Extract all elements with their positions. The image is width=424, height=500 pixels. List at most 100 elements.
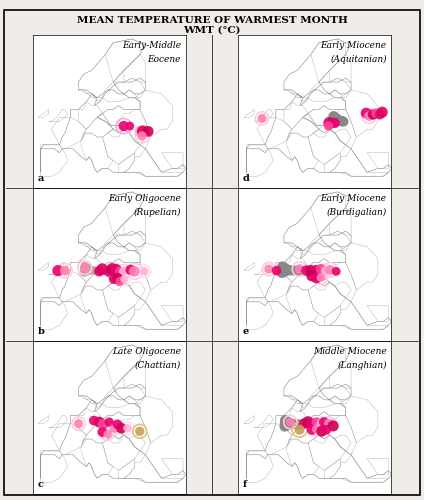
Polygon shape xyxy=(41,345,186,482)
Point xyxy=(105,268,112,276)
Text: Eocene: Eocene xyxy=(148,55,181,64)
Point xyxy=(287,418,294,426)
Point xyxy=(259,114,265,122)
Point xyxy=(96,268,103,276)
Point xyxy=(137,428,143,436)
Text: d: d xyxy=(243,174,250,184)
Text: e: e xyxy=(243,328,249,336)
Point xyxy=(118,424,125,432)
Point xyxy=(370,110,377,118)
Point xyxy=(120,122,127,130)
Point xyxy=(373,109,379,117)
Point xyxy=(127,266,134,274)
Point xyxy=(113,265,120,273)
Point xyxy=(75,420,82,428)
Text: Early-Middle: Early-Middle xyxy=(122,41,181,50)
Point xyxy=(325,122,332,130)
Point xyxy=(111,424,118,432)
Text: Late Oligocene: Late Oligocene xyxy=(112,347,181,356)
Point xyxy=(377,110,383,118)
Text: (Rupelian): (Rupelian) xyxy=(134,208,181,217)
Polygon shape xyxy=(206,364,236,376)
Polygon shape xyxy=(41,192,186,329)
Point xyxy=(124,424,131,432)
Text: a: a xyxy=(37,174,44,184)
Point xyxy=(322,266,329,274)
Point xyxy=(318,428,325,436)
Point xyxy=(114,274,121,282)
Point xyxy=(145,128,152,136)
Polygon shape xyxy=(206,58,236,70)
Point xyxy=(318,420,324,428)
Point xyxy=(313,266,320,274)
Point xyxy=(106,418,112,426)
Point xyxy=(313,425,320,433)
Point xyxy=(333,268,340,276)
Point xyxy=(111,424,118,432)
Polygon shape xyxy=(206,212,236,224)
Point xyxy=(322,266,329,274)
Point xyxy=(124,424,131,432)
Point xyxy=(301,420,307,428)
Polygon shape xyxy=(246,345,391,482)
Point xyxy=(318,420,324,428)
Point xyxy=(296,265,303,273)
Text: Middle Miocene: Middle Miocene xyxy=(313,347,387,356)
Point xyxy=(296,426,303,434)
Point xyxy=(104,430,111,438)
Point xyxy=(61,266,68,274)
Point xyxy=(99,265,106,273)
Point xyxy=(327,266,334,274)
Point xyxy=(313,425,320,433)
Point xyxy=(296,426,303,434)
Point xyxy=(81,264,88,272)
Point xyxy=(120,268,127,276)
Point xyxy=(379,108,385,116)
Point xyxy=(96,418,103,426)
Point xyxy=(117,268,123,276)
Text: (Chattian): (Chattian) xyxy=(135,361,181,370)
Point xyxy=(313,274,320,282)
Point xyxy=(117,278,123,285)
Point xyxy=(296,265,303,273)
Text: f: f xyxy=(243,480,247,490)
Text: WMT (°C): WMT (°C) xyxy=(183,26,241,35)
Point xyxy=(325,420,332,428)
Point xyxy=(303,266,310,274)
Point xyxy=(330,422,337,430)
Point xyxy=(265,265,272,273)
Point xyxy=(131,268,138,276)
Point xyxy=(104,430,111,438)
Point xyxy=(313,418,320,426)
Point xyxy=(110,275,117,283)
Point xyxy=(99,428,106,436)
Text: MEAN TEMPERATURE OF WARMEST MONTH: MEAN TEMPERATURE OF WARMEST MONTH xyxy=(77,16,347,25)
Point xyxy=(273,266,280,274)
Point xyxy=(100,420,106,428)
Text: Early Oligocene: Early Oligocene xyxy=(108,194,181,203)
Point xyxy=(109,265,116,273)
Polygon shape xyxy=(0,212,30,224)
Text: b: b xyxy=(37,328,44,336)
Text: (Langhian): (Langhian) xyxy=(337,361,387,370)
Point xyxy=(366,112,373,120)
Point xyxy=(139,132,145,140)
Point xyxy=(114,420,121,428)
Point xyxy=(265,265,272,273)
Point xyxy=(131,268,138,276)
Point xyxy=(326,119,333,127)
Point xyxy=(61,266,68,274)
Point xyxy=(308,272,315,280)
Point xyxy=(141,268,148,276)
Point xyxy=(304,418,311,426)
Point xyxy=(139,128,146,136)
Text: (Aquitanian): (Aquitanian) xyxy=(330,55,387,64)
Point xyxy=(121,275,128,283)
Point xyxy=(321,418,327,426)
Point xyxy=(81,264,88,272)
Polygon shape xyxy=(0,364,30,376)
Point xyxy=(363,109,369,117)
Point xyxy=(137,428,143,436)
Text: (Burdigalian): (Burdigalian) xyxy=(326,208,387,217)
Point xyxy=(259,114,265,122)
